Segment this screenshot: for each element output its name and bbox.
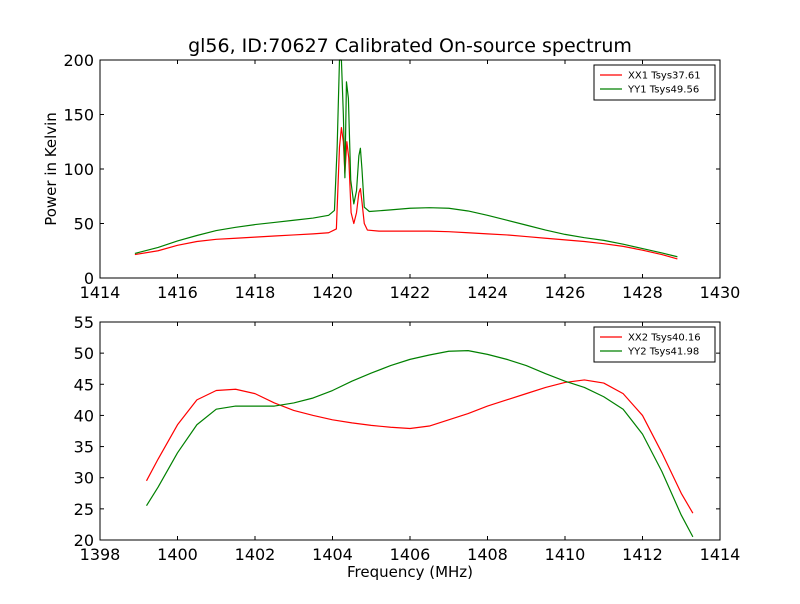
y-tick-label: 35: [74, 438, 94, 457]
x-tick-label: 1416: [157, 283, 198, 302]
legend-box: [593, 326, 716, 363]
x-axis-label: Frequency (MHz): [347, 563, 473, 581]
y-tick-label: 55: [74, 313, 94, 332]
x-tick-label: 1430: [700, 283, 741, 302]
x-tick-label: 1420: [312, 283, 353, 302]
legend-label: YY2 Tsys41.98: [627, 347, 699, 358]
y-tick-label: 25: [74, 500, 94, 519]
legend-1: XX1 Tsys37.61 YY1 Tsys49.56: [593, 64, 716, 101]
series-line-1-1: [134, 126, 678, 260]
x-tick-label: 1404: [312, 545, 353, 564]
legend-label: YY1 Tsys49.56: [627, 85, 699, 96]
y-tick-label: 100: [63, 160, 94, 179]
y-tick-label: 30: [74, 469, 94, 488]
legend-label: XX2 Tsys40.16: [628, 333, 701, 344]
panel-1: 1414 1416 1418 1420 1422 1424 1426 1428 1430 0 50 1…: [63, 51, 740, 302]
y-tick-label: 45: [74, 375, 94, 394]
panels: 1414 1416 1418 1420 1422 1424 1426 1428 14300501…: [63, 51, 740, 564]
x-tick-label: 1410: [545, 545, 586, 564]
x-tick-label: 1424: [467, 283, 508, 302]
x-tick-label: 1406: [390, 545, 431, 564]
x-tick-label: 1414: [700, 545, 741, 564]
y-tick-label: 40: [74, 406, 94, 425]
y-tick-label: 150: [63, 106, 94, 125]
x-tick-label: 1426: [545, 283, 586, 302]
y-axis-label: Power in Kelvin: [42, 112, 60, 226]
x-tick-label: 1402: [235, 545, 276, 564]
series-line-1-2: [134, 59, 678, 258]
legend-label: XX1 Tsys37.61: [628, 71, 701, 82]
series-line-2-1: [145, 379, 694, 514]
series-line-2-2: [145, 350, 694, 538]
chart-title: gl56, ID:70627 Calibrated On-source spec…: [188, 35, 632, 57]
y-tick-label: 50: [74, 215, 94, 234]
y-tick-label: 200: [63, 51, 94, 70]
legend-box: [593, 64, 716, 101]
y-tick-label: 0: [84, 269, 94, 288]
y-tick-label: 20: [74, 531, 94, 550]
x-tick-label: 1414: [80, 283, 121, 302]
y-tick-label: 50: [74, 344, 94, 363]
x-tick-label: 1408: [467, 545, 508, 564]
x-tick-label: 1418: [235, 283, 276, 302]
panel-2: 1398 1400 1402 1404 1406 1408 1410 1412 1414 20 25…: [74, 313, 741, 564]
x-tick-label: 1422: [390, 283, 431, 302]
x-tick-label: 1398: [80, 545, 121, 564]
x-tick-label: 1428: [622, 283, 663, 302]
x-tick-label: 1412: [622, 545, 663, 564]
legend-2: XX2 Tsys40.16 YY2 Tsys41.98: [593, 326, 716, 363]
x-tick-label: 1400: [157, 545, 198, 564]
